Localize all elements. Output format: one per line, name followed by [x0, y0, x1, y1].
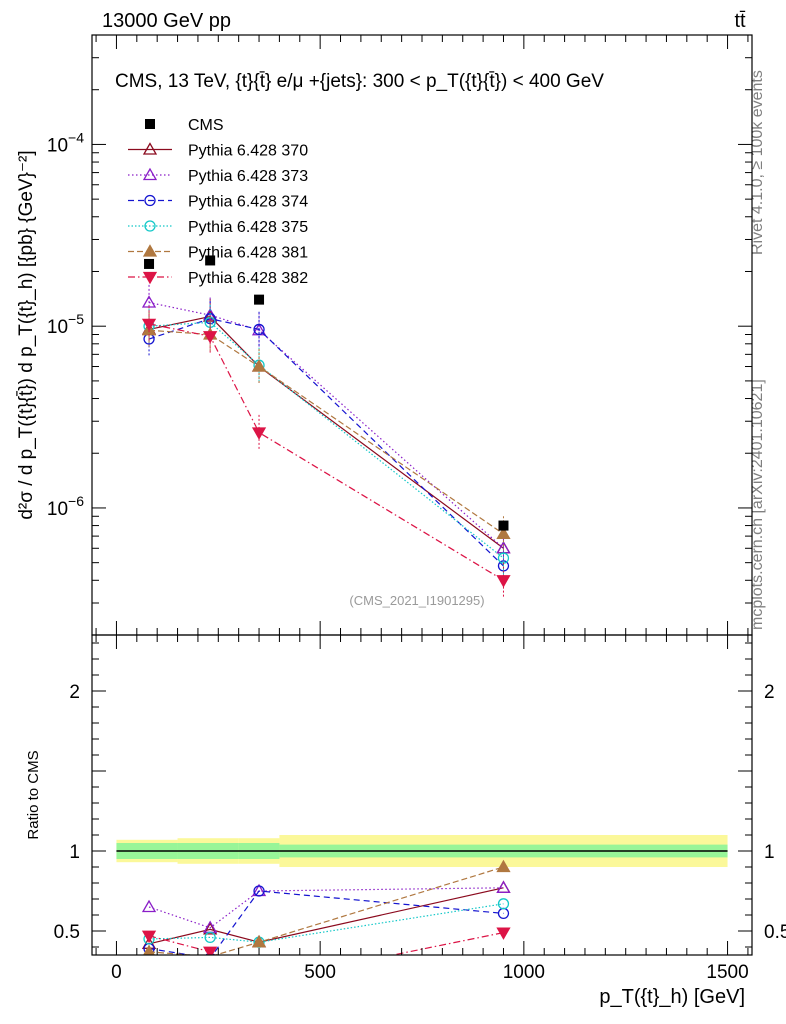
- ratio-line-3: [149, 903, 504, 943]
- y-tick-label-ratio: 0.5: [54, 922, 80, 943]
- ratio-line-0: [148, 887, 504, 945]
- legend-label-3: Pythia 6.428 375: [188, 219, 308, 236]
- ratio-point: [203, 922, 218, 935]
- ratio-point: [141, 930, 157, 944]
- series-point: [251, 359, 267, 372]
- ratio-point: [496, 927, 511, 940]
- x-tick-label: 1000: [503, 962, 545, 983]
- legend-marker-0: [142, 142, 158, 155]
- ratio-series-lines: [141, 859, 511, 989]
- y-axis-title-main-text: d²σ / d p_T({t}{t̄}) d p_T({t}_h) [{pb} …: [16, 150, 37, 519]
- series-point: [253, 323, 265, 336]
- ratio-point: [251, 934, 267, 948]
- data-point: [205, 255, 216, 266]
- main-series-lines: [141, 255, 511, 598]
- series-point: [496, 526, 511, 540]
- y-tick-label-main: 10−5: [47, 311, 84, 338]
- legend-marker-1: [142, 167, 158, 181]
- ratio-point: [496, 859, 511, 873]
- legend-label-1: Pythia 6.428 373: [188, 168, 308, 185]
- y-tick-label-ratio-right: 2: [764, 682, 775, 703]
- ratio-point: [253, 978, 265, 989]
- series-point: [203, 331, 218, 344]
- y-tick-label-ratio-right: 1: [764, 842, 775, 863]
- ratio-point: [143, 944, 156, 955]
- series-point: [251, 427, 267, 440]
- ratio-point: [203, 946, 218, 955]
- plot-title: CMS, 13 TeV, {t}{t̄} e/μ +{jets}: 300 < …: [115, 71, 604, 92]
- legend: CMS Pythia 6.428 370 Pythia 6.428 373 Pythi…: [128, 117, 308, 287]
- x-tick-label: 500: [304, 962, 336, 983]
- legend-label-4: Pythia 6.428 381: [188, 245, 308, 262]
- series-line-0: [148, 315, 504, 549]
- main-panel: 0 500 1000 1500 10−6 10−5 10−4 0.5 0.5 1 1 2 2: [47, 34, 786, 989]
- y-tick-label-ratio: 1: [69, 842, 80, 863]
- ratio-point: [141, 899, 157, 913]
- energy-label: 13000 GeV pp: [102, 10, 231, 32]
- ratio-point: [204, 931, 216, 944]
- data-point: [254, 294, 265, 305]
- series-line-1: [148, 301, 504, 549]
- series-line-4: [148, 329, 504, 535]
- ratio-line-5: [148, 932, 504, 955]
- y-tick-label-ratio-right: 0.5: [764, 922, 786, 943]
- legend-marker-4: [142, 244, 158, 257]
- series-line-2: [148, 318, 504, 567]
- data-point: [144, 258, 155, 269]
- series-point: [496, 575, 511, 588]
- legend-label-data: CMS: [188, 117, 224, 134]
- analysis-id: (CMS_2021_I1901295): [349, 593, 484, 608]
- legend-marker-data: [145, 119, 155, 129]
- legend-marker-2: [144, 194, 156, 207]
- ratio-line-4: [148, 866, 504, 955]
- ratio-line-2: [148, 890, 504, 955]
- rivet-version-label: Rivet 4.1.0, ≥ 100k events: [749, 70, 766, 255]
- ratio-line-1: [148, 887, 504, 929]
- ratio-frame: [91, 634, 753, 956]
- ratio-point: [496, 880, 511, 893]
- legend-label-0: Pythia 6.428 370: [188, 143, 308, 160]
- ratio-point: [497, 898, 510, 910]
- legend-marker-3: [144, 220, 156, 232]
- x-tick-label: 0: [111, 962, 122, 983]
- series-line-5: [148, 323, 504, 581]
- axes: 0 500 1000 1500 10−6 10−5 10−4 0.5 0.5 1 1 2 2: [47, 34, 786, 983]
- series-point: [141, 318, 157, 332]
- y-axis-title-ratio: Ratio to CMS: [25, 750, 42, 839]
- process-label: tt̄: [734, 10, 746, 32]
- ratio-point: [496, 880, 511, 893]
- legend-marker-5: [142, 271, 158, 285]
- y-tick-label-main: 10−6: [47, 493, 84, 520]
- ratio-uncertainty-bands: [116, 835, 728, 867]
- ratio-point: [253, 885, 265, 897]
- mcplots-label: mcplots.cern.ch [arXiv:2401.10621]: [749, 379, 766, 630]
- y-axis-title-main: d²σ / d p_T({t}{t̄}) d p_T({t}_h) [{pb} …: [16, 150, 37, 519]
- x-tick-label: 1500: [706, 962, 748, 983]
- x-axis-title: p_T({t}_h) [GeV]: [599, 986, 745, 1008]
- y-tick-label-main: 10−4: [47, 129, 84, 156]
- y-tick-label-ratio: 2: [69, 682, 80, 703]
- legend-label-2: Pythia 6.428 374: [188, 194, 308, 211]
- data-point: [498, 520, 509, 531]
- legend-label-5: Pythia 6.428 382: [188, 270, 308, 287]
